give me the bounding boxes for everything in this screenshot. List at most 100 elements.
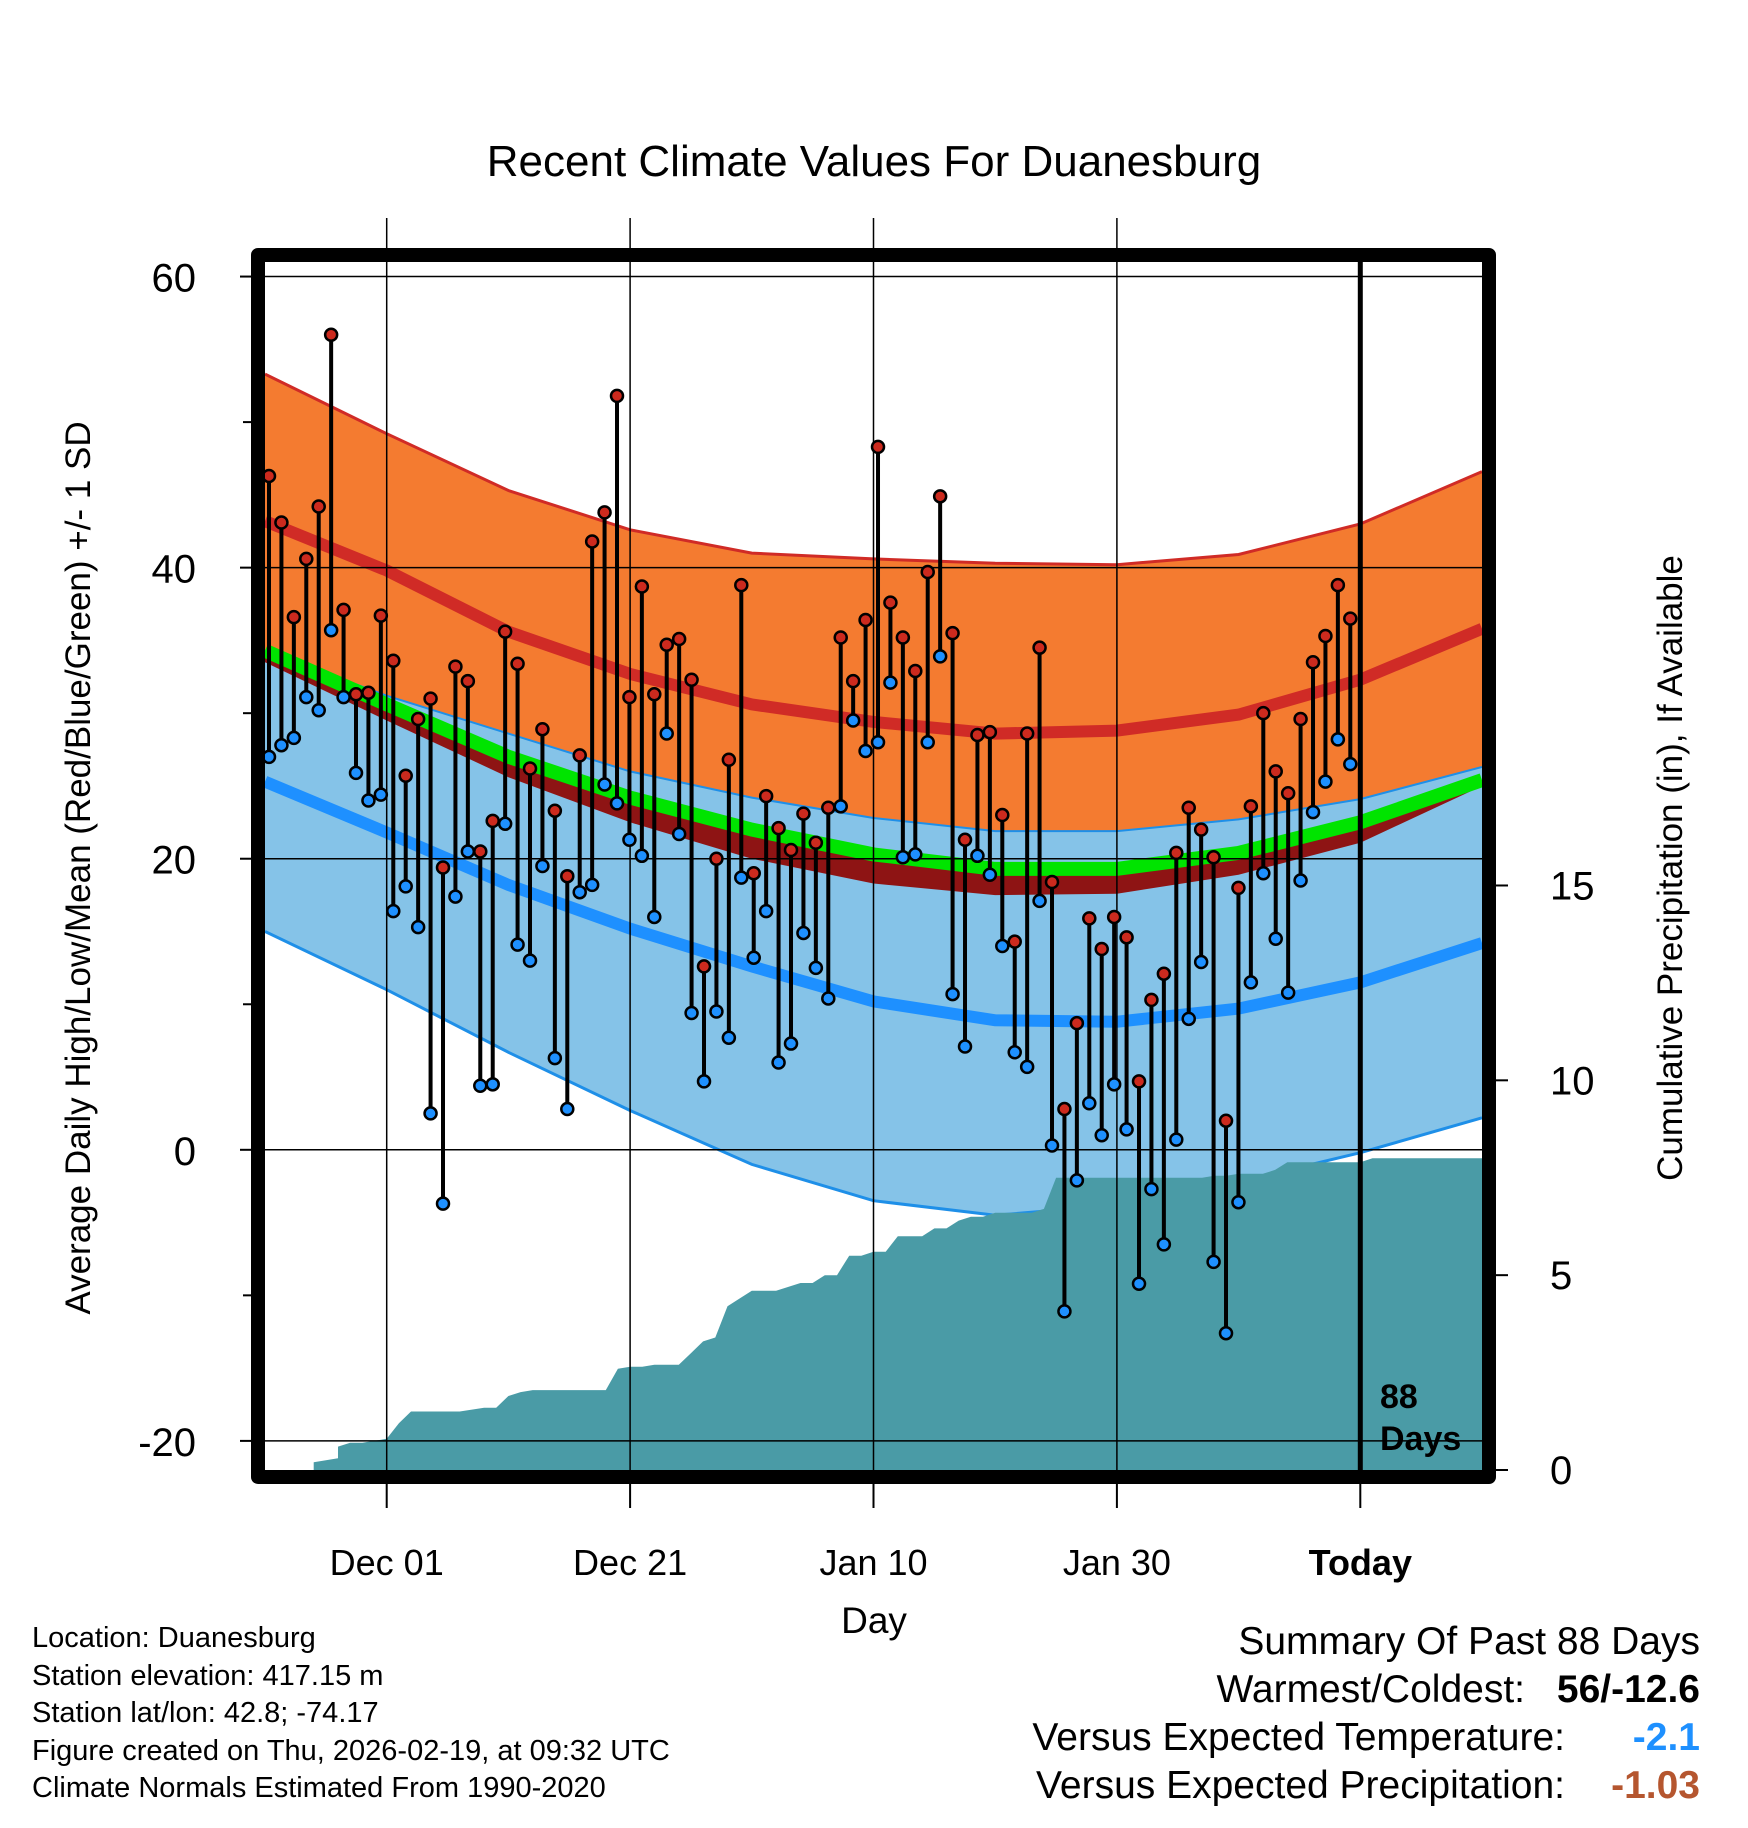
daily-high-point: [1181, 800, 1196, 816]
daily-high-point: [1156, 966, 1172, 981]
location-line: Location: Duanesburg: [32, 1622, 316, 1654]
warmest-coldest-row: Warmest/Coldest: 56/-12.6: [900, 1668, 1700, 1716]
y2-tick-label: 5: [1550, 1254, 1572, 1298]
daily-low-point: [1268, 931, 1283, 947]
daily-high-point: [460, 673, 476, 689]
daily-low-point: [734, 870, 749, 885]
daily-low-point: [858, 743, 873, 759]
daily-low-point: [361, 793, 376, 808]
daily-high-point: [1044, 874, 1060, 890]
temp-departure-label: Versus Expected Temperature:: [1032, 1716, 1565, 1759]
daily-low-point: [783, 1036, 799, 1051]
daily-low-point: [1206, 1254, 1221, 1270]
daily-low-point: [684, 1005, 699, 1021]
daily-low-point: [1218, 1325, 1234, 1341]
daily-low-point: [647, 909, 662, 925]
daily-high-point: [821, 800, 836, 816]
daily-low-point: [721, 1030, 737, 1045]
daily-high-point: [684, 672, 699, 687]
daily-low-point: [274, 737, 289, 753]
daily-high-point: [1131, 1074, 1147, 1089]
daily-low-point: [1144, 1181, 1159, 1197]
daily-low-point: [323, 622, 339, 638]
daily-high-point: [709, 851, 724, 866]
daily-high-point: [932, 489, 948, 504]
x-tick-label: Jan 10: [819, 1542, 927, 1583]
daily-high-point: [895, 630, 911, 645]
daily-low-point: [497, 816, 513, 832]
daily-low-point: [485, 1077, 500, 1092]
y-tick-label: 40: [152, 548, 197, 592]
y-tick-label: 60: [152, 257, 197, 301]
x-axis-label: Day: [841, 1600, 907, 1641]
daily-high-point: [1231, 880, 1246, 896]
daily-high-point: [634, 579, 650, 594]
daily-high-point: [970, 727, 985, 743]
plot-frame: [251, 248, 1496, 1484]
daily-low-point: [1330, 732, 1346, 747]
daily-high-point: [423, 691, 438, 706]
daily-high-point: [908, 663, 923, 679]
daily-low-point: [410, 919, 426, 935]
daily-low-point: [746, 950, 761, 965]
daily-low-point: [1193, 954, 1209, 970]
y2-tick-label: 10: [1550, 1059, 1595, 1103]
daily-high-point: [448, 659, 463, 674]
daily-low-point: [473, 1078, 488, 1094]
plot-area: -20 0 20 40 60 0 5 10 15 Dec 01 Dec 21 Jan 10 Jan 30…: [138, 218, 1595, 1583]
y-axis-label: Average Daily High/Low/Mean (Red/Blue/Gr…: [59, 421, 98, 1314]
daily-low-point: [448, 889, 463, 904]
y-tick-label: 20: [152, 839, 197, 883]
daily-low-point: [696, 1074, 712, 1089]
daily-low-point: [547, 1050, 563, 1066]
daily-low-point: [808, 960, 824, 976]
mean-to-high-minus-band: [265, 650, 1482, 896]
daily-low-point: [597, 777, 612, 792]
daily-high-point: [945, 625, 960, 641]
daily-low-point: [1231, 1194, 1246, 1210]
daily-high-point: [746, 866, 761, 881]
daily-low-point: [584, 877, 600, 893]
daily-low-point: [1293, 873, 1308, 888]
daily-high-point: [758, 788, 774, 804]
daily-high-point: [1343, 611, 1358, 626]
daily-high-point: [323, 327, 339, 343]
normals-line: Climate Normals Estimated From 1990-2020: [32, 1772, 606, 1805]
daily-low-point: [895, 850, 911, 865]
daily-low-point: [510, 937, 525, 952]
summary-title: Summary Of Past 88 Days: [1238, 1620, 1700, 1663]
daily-high-point: [348, 687, 364, 702]
daily-high-point: [1106, 909, 1122, 925]
daily-high-point: [1293, 711, 1308, 727]
daily-low-point: [622, 832, 637, 848]
precip-departure-value: -1.03: [1611, 1764, 1700, 1807]
latlon-line: Station lat/lon: 42.8; -74.17: [32, 1697, 379, 1730]
daily-low-point: [821, 991, 836, 1006]
daily-high-point: [796, 806, 811, 821]
daily-low-point: [957, 1039, 973, 1054]
daily-low-point: [908, 847, 923, 862]
y2-tick-label: 0: [1550, 1449, 1572, 1493]
daily-low-point: [535, 858, 550, 874]
daily-high-point: [1218, 1113, 1234, 1128]
daily-low-point: [1069, 1173, 1085, 1188]
daily-low-point: [522, 953, 538, 968]
daily-low-point: [1044, 1138, 1060, 1153]
daily-low-point: [1256, 866, 1271, 881]
daily-high-point: [609, 388, 625, 404]
temp-departure-row: Versus Expected Temperature: -2.1: [900, 1716, 1700, 1764]
daily-low-point: [659, 726, 674, 741]
daily-low-point: [995, 938, 1010, 954]
daily-high-point: [1019, 726, 1035, 741]
daily-high-point: [435, 860, 451, 875]
daily-high-point: [622, 689, 637, 705]
daily-high-point: [1193, 822, 1209, 837]
y2-tick-label: 15: [1550, 864, 1595, 908]
daily-high-point: [647, 687, 662, 702]
daily-high-point: [597, 505, 612, 520]
daily-low-point: [796, 925, 811, 941]
daily-low-point: [982, 867, 998, 882]
daily-high-point: [783, 842, 799, 858]
daily-high-point: [1057, 1101, 1072, 1117]
